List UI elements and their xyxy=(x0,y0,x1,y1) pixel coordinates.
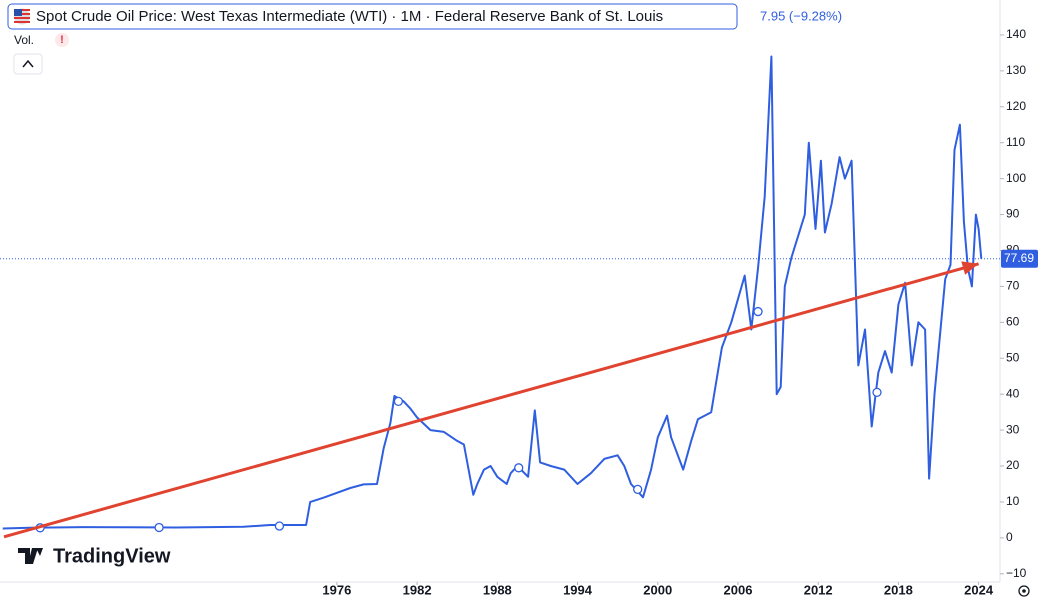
collapse-button[interactable] xyxy=(13,53,43,75)
flag-icon xyxy=(14,8,30,25)
y-tick-label: 70 xyxy=(1006,279,1020,293)
event-marker xyxy=(393,396,404,407)
change-text: 7.95 (−9.28%) xyxy=(760,8,842,23)
x-tick-label: 1982 xyxy=(403,582,432,597)
x-tick-label: 2006 xyxy=(724,582,753,597)
last-price-label: 77.69 xyxy=(1004,251,1034,265)
y-tick-label: 20 xyxy=(1006,458,1020,472)
x-tick-label: 2000 xyxy=(643,582,672,597)
trendline-arrowhead xyxy=(961,261,979,275)
chart-title: Spot Crude Oil Price: West Texas Interme… xyxy=(36,8,663,25)
y-tick-label: 140 xyxy=(1006,27,1026,41)
event-marker xyxy=(633,484,643,495)
title-box[interactable] xyxy=(7,3,738,30)
y-tick-label: 40 xyxy=(1006,386,1020,400)
warning-icon[interactable] xyxy=(55,33,69,47)
warning-mark: ! xyxy=(60,34,64,46)
y-tick-label: −10 xyxy=(1006,566,1027,580)
last-price-tag xyxy=(1001,249,1038,268)
y-tick-label: 100 xyxy=(1006,171,1026,185)
brand-logo xyxy=(18,548,43,564)
volume-label: Vol. xyxy=(14,33,34,47)
trendline xyxy=(3,262,980,539)
y-tick-label: 120 xyxy=(1006,99,1026,113)
event-marker xyxy=(753,306,763,317)
y-tick-label: 60 xyxy=(1006,315,1020,329)
x-tick-label: 1994 xyxy=(563,582,593,597)
settings-icon[interactable] xyxy=(1018,585,1030,597)
x-tick-label: 2024 xyxy=(964,582,994,597)
event-marker xyxy=(274,521,285,531)
y-tick-label: 0 xyxy=(1006,530,1013,544)
price-line xyxy=(2,55,983,530)
x-tick-label: 2012 xyxy=(804,582,833,597)
y-tick-label: 10 xyxy=(1006,494,1020,508)
y-tick-label: 110 xyxy=(1006,135,1025,149)
y-tick-label: 30 xyxy=(1006,422,1020,436)
event-marker xyxy=(154,522,164,533)
x-tick-label: 2018 xyxy=(884,582,913,597)
x-tick-label: 1976 xyxy=(322,582,351,597)
event-marker xyxy=(514,463,524,473)
collapse-icon xyxy=(22,59,34,68)
brand-name: TradingView xyxy=(53,545,171,567)
y-tick-label: 50 xyxy=(1006,350,1020,364)
y-tick-label: 130 xyxy=(1006,63,1026,77)
x-tick-label: 1988 xyxy=(483,582,512,597)
y-tick-label: 90 xyxy=(1006,207,1020,221)
event-marker xyxy=(872,387,882,398)
